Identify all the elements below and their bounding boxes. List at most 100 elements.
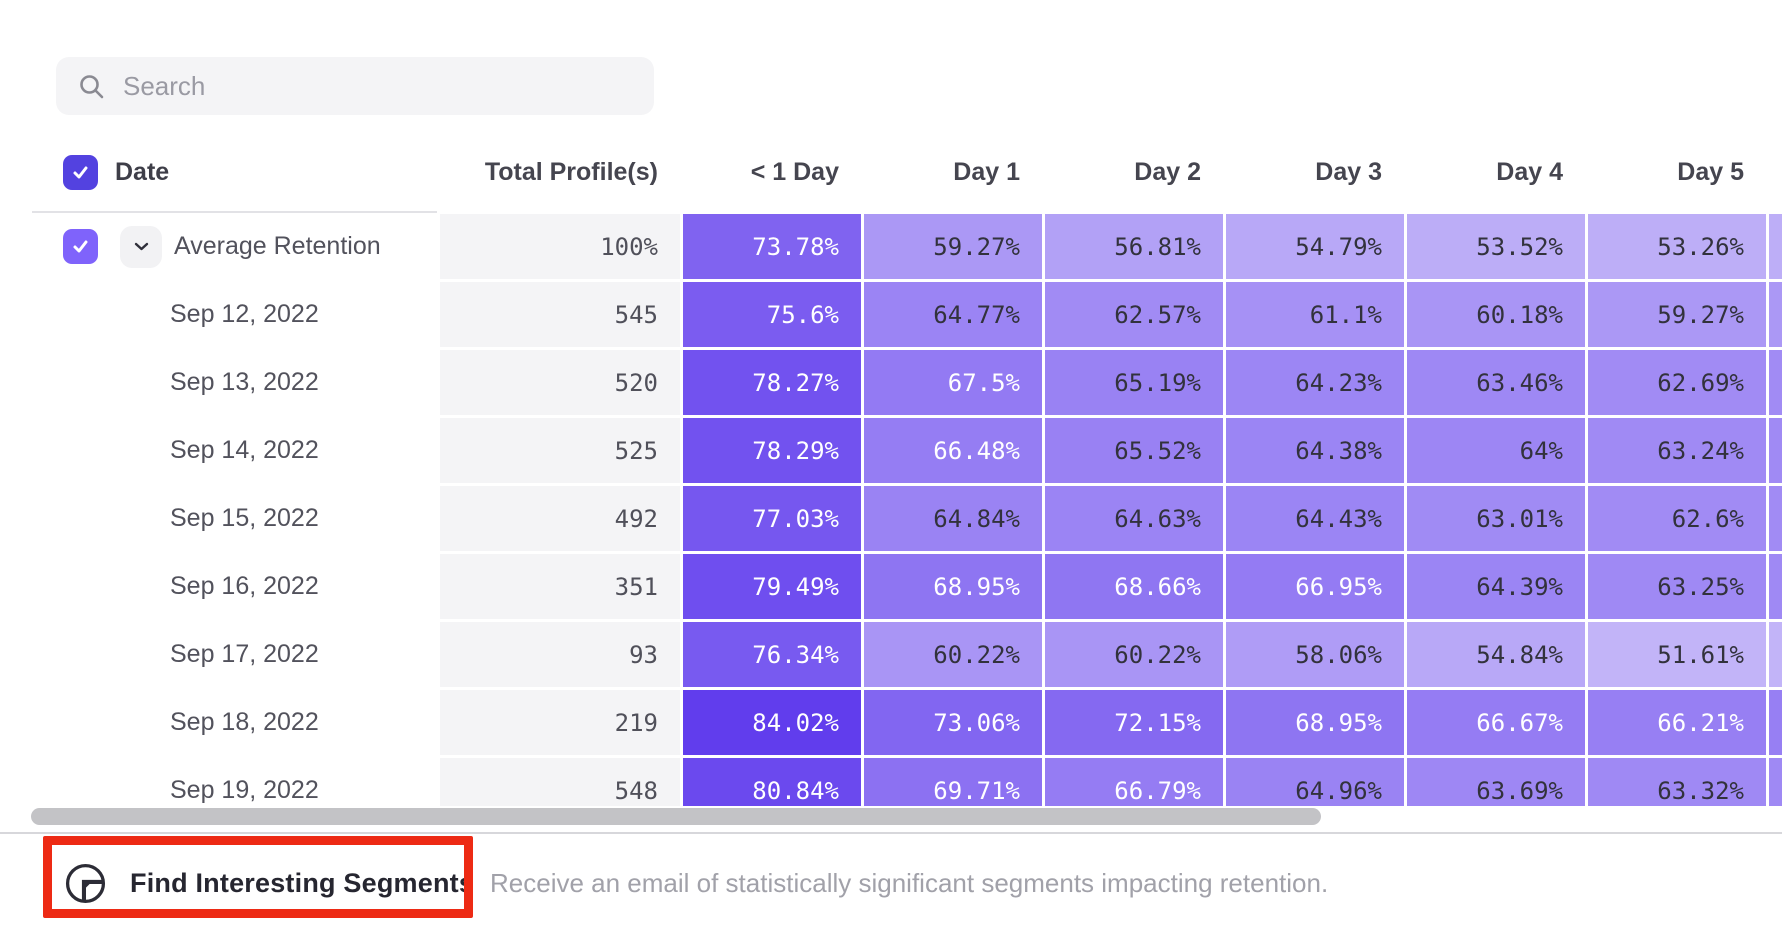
table-row: Sep 17, 2022 93 76.34% 60.22% 60.22% 58.06% 54… — [32, 622, 1782, 687]
search-bar[interactable] — [56, 57, 654, 115]
row-checkbox[interactable] — [63, 229, 98, 264]
total-profiles-cell: 520 — [440, 350, 680, 415]
column-header-day-0: < 1 Day — [750, 157, 839, 186]
find-interesting-segments-button[interactable]: Find Interesting Segments — [63, 858, 474, 908]
row-date-cell: Sep 15, 2022 — [32, 486, 437, 551]
retention-cell[interactable]: 63.01% — [1407, 486, 1585, 551]
retention-cell[interactable]: 53.52% — [1407, 214, 1585, 279]
total-profiles-cell: 492 — [440, 486, 680, 551]
retention-cell[interactable]: 68.95% — [864, 554, 1042, 619]
retention-cell[interactable]: 72.15% — [1045, 690, 1223, 755]
retention-cell[interactable]: 60.18% — [1407, 282, 1585, 347]
retention-cell[interactable]: 59.27% — [1588, 282, 1766, 347]
retention-cell[interactable]: 66.21% — [1588, 690, 1766, 755]
retention-cell[interactable]: 54.84% — [1407, 622, 1585, 687]
retention-cell[interactable]: 64.23% — [1226, 350, 1404, 415]
retention-cell[interactable]: 68.66% — [1045, 554, 1223, 619]
retention-cell[interactable]: 78.29% — [683, 418, 861, 483]
clipped-column-sliver — [1769, 554, 1782, 619]
retention-cell[interactable]: 64.84% — [864, 486, 1042, 551]
retention-cell[interactable]: 80.84% — [683, 758, 861, 806]
clipped-column-sliver — [1769, 622, 1782, 687]
table-row: Sep 12, 2022 545 75.6% 64.77% 62.57% 61.1% 60.… — [32, 282, 1782, 347]
checkmark-icon — [73, 240, 88, 253]
retention-cell[interactable]: 66.79% — [1045, 758, 1223, 806]
clipped-column-sliver — [1769, 486, 1782, 551]
retention-cell[interactable]: 63.69% — [1407, 758, 1585, 806]
table-row: Sep 15, 2022 492 77.03% 64.84% 64.63% 64.43% 6… — [32, 486, 1782, 551]
retention-cell[interactable]: 78.27% — [683, 350, 861, 415]
retention-cell[interactable]: 63.24% — [1588, 418, 1766, 483]
retention-cell[interactable]: 73.78% — [683, 214, 861, 279]
row-date-cell: Sep 17, 2022 — [32, 622, 437, 687]
table-row: Sep 19, 2022 548 80.84% 69.71% 66.79% 64.96% 6… — [32, 758, 1782, 806]
retention-cell[interactable]: 66.48% — [864, 418, 1042, 483]
retention-cell[interactable]: 64.43% — [1226, 486, 1404, 551]
row-date-cell: Sep 16, 2022 — [32, 554, 437, 619]
retention-cell[interactable]: 60.22% — [864, 622, 1042, 687]
retention-cell[interactable]: 62.69% — [1588, 350, 1766, 415]
retention-cell[interactable]: 66.67% — [1407, 690, 1585, 755]
retention-cell[interactable]: 51.61% — [1588, 622, 1766, 687]
row-label: Sep 18, 2022 — [170, 708, 319, 736]
retention-cell[interactable]: 66.95% — [1226, 554, 1404, 619]
retention-cell[interactable]: 63.32% — [1588, 758, 1766, 806]
retention-cell[interactable]: 79.49% — [683, 554, 861, 619]
retention-cell[interactable]: 76.34% — [683, 622, 861, 687]
table-row: Sep 16, 2022 351 79.49% 68.95% 68.66% 66.95% 6… — [32, 554, 1782, 619]
retention-cell[interactable]: 60.22% — [1045, 622, 1223, 687]
expand-collapse-button[interactable] — [120, 225, 162, 268]
retention-cell[interactable]: 75.6% — [683, 282, 861, 347]
retention-cell[interactable]: 53.26% — [1588, 214, 1766, 279]
search-icon — [80, 74, 104, 98]
retention-cell[interactable]: 64.38% — [1226, 418, 1404, 483]
retention-cell[interactable]: 58.06% — [1226, 622, 1404, 687]
retention-cell[interactable]: 64.77% — [864, 282, 1042, 347]
retention-cell[interactable]: 56.81% — [1045, 214, 1223, 279]
retention-cell[interactable]: 59.27% — [864, 214, 1042, 279]
retention-cell[interactable]: 61.1% — [1226, 282, 1404, 347]
retention-cell[interactable]: 64% — [1407, 418, 1585, 483]
retention-cell[interactable]: 63.46% — [1407, 350, 1585, 415]
row-date-cell: Sep 14, 2022 — [32, 418, 437, 483]
clipped-column-sliver — [1769, 350, 1782, 415]
column-header-total: Total Profile(s) — [484, 157, 658, 186]
retention-cell[interactable]: 67.5% — [864, 350, 1042, 415]
chevron-down-icon — [134, 242, 148, 251]
row-date-cell: Sep 13, 2022 — [32, 350, 437, 415]
clipped-column-sliver — [1769, 690, 1782, 755]
row-label: Sep 14, 2022 — [170, 436, 319, 464]
retention-cell[interactable]: 73.06% — [864, 690, 1042, 755]
table-row: Sep 18, 2022 219 84.02% 73.06% 72.15% 68.95% 6… — [32, 690, 1782, 755]
retention-cell[interactable]: 54.79% — [1226, 214, 1404, 279]
search-input[interactable] — [123, 70, 632, 102]
row-date-cell: Sep 19, 2022 — [32, 758, 437, 806]
button-label: Find Interesting Segments — [130, 867, 475, 898]
retention-cell[interactable]: 62.57% — [1045, 282, 1223, 347]
total-profiles-cell: 93 — [440, 622, 680, 687]
retention-cell[interactable]: 68.95% — [1226, 690, 1404, 755]
row-label: Sep 13, 2022 — [170, 368, 319, 396]
column-header-date: Date — [115, 157, 170, 186]
column-header-day-5: Day 5 — [1677, 157, 1744, 186]
select-all-checkbox[interactable] — [63, 154, 98, 190]
column-header-day-4: Day 4 — [1496, 157, 1563, 186]
retention-cell[interactable]: 84.02% — [683, 690, 861, 755]
retention-cell[interactable]: 64.63% — [1045, 486, 1223, 551]
row-label: Sep 17, 2022 — [170, 640, 319, 668]
total-profiles-cell: 219 — [440, 690, 680, 755]
retention-cell[interactable]: 77.03% — [683, 486, 861, 551]
column-header-sliver — [1769, 144, 1782, 200]
retention-cell[interactable]: 65.19% — [1045, 350, 1223, 415]
header-divider — [32, 211, 437, 213]
retention-cell[interactable]: 69.71% — [864, 758, 1042, 806]
clipped-column-sliver — [1769, 758, 1782, 806]
retention-cell[interactable]: 64.96% — [1226, 758, 1404, 806]
retention-cell[interactable]: 64.39% — [1407, 554, 1585, 619]
row-date-cell: Sep 12, 2022 — [32, 282, 437, 347]
horizontal-scrollbar[interactable] — [31, 808, 1321, 825]
retention-cell[interactable]: 63.25% — [1588, 554, 1766, 619]
retention-cell[interactable]: 62.6% — [1588, 486, 1766, 551]
row-label: Average Retention — [174, 232, 381, 260]
retention-cell[interactable]: 65.52% — [1045, 418, 1223, 483]
